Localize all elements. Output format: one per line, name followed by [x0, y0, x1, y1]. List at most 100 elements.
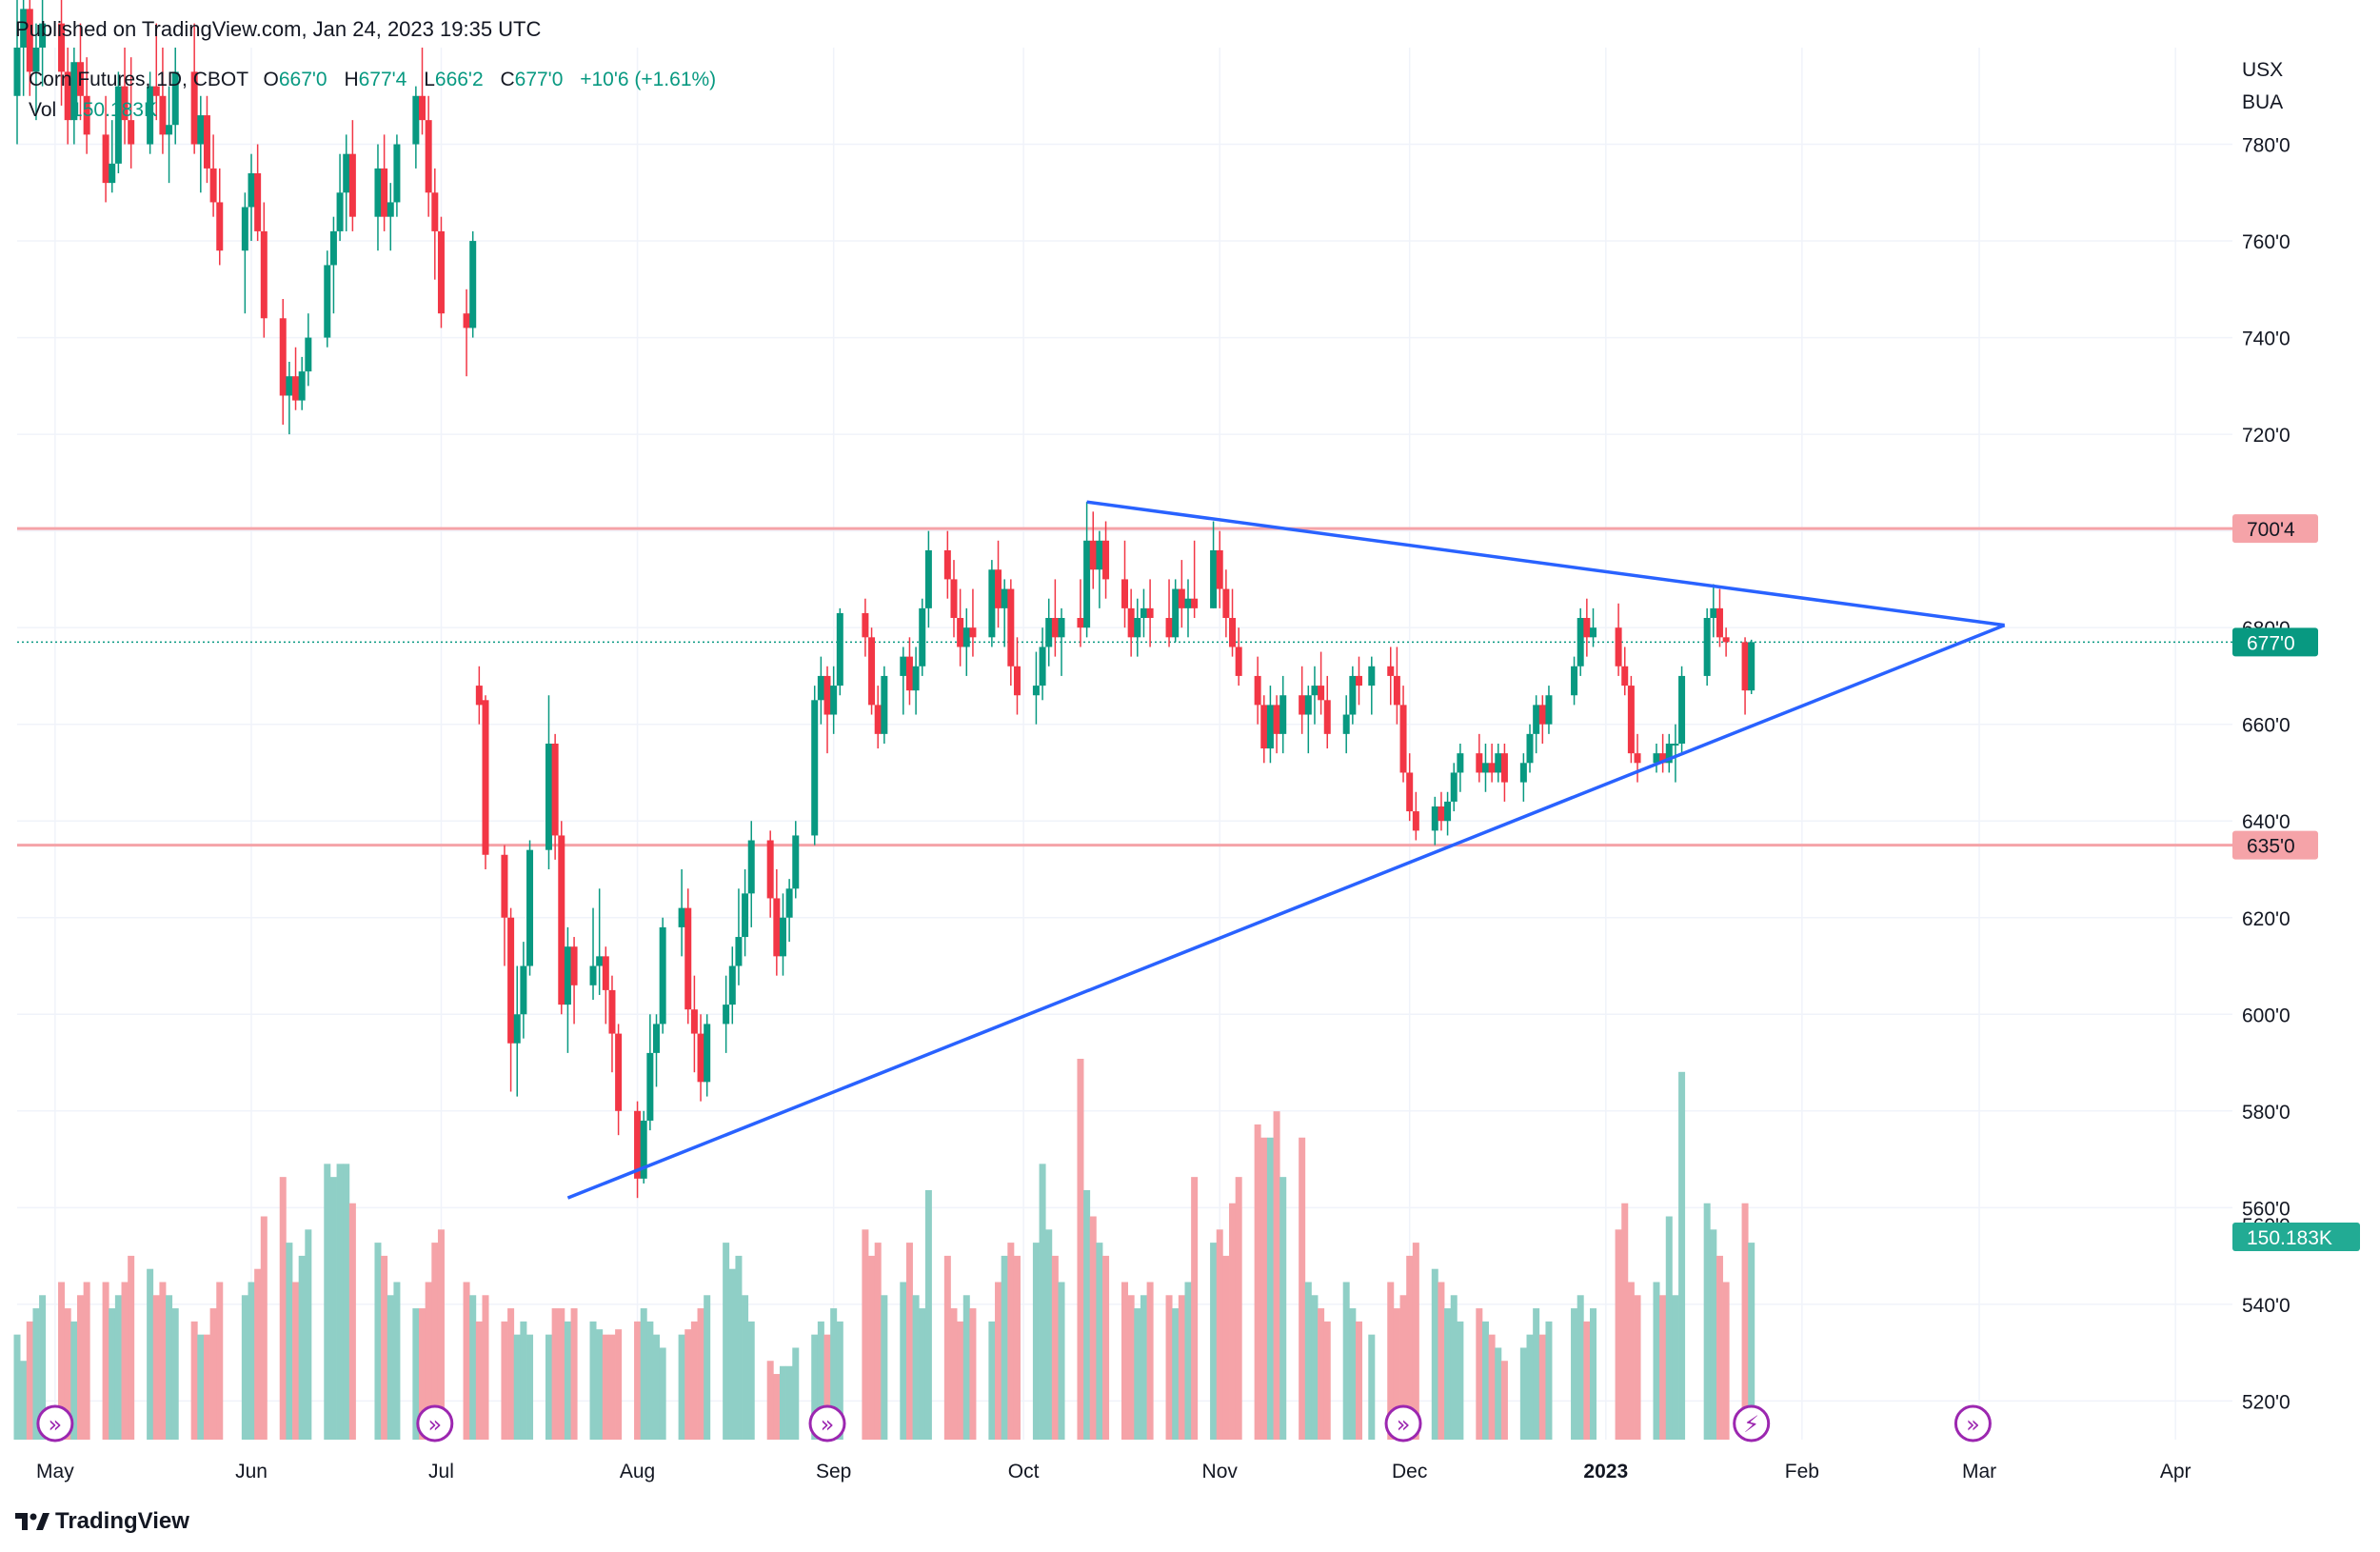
volume-bar [437, 1229, 445, 1440]
volume-bar [329, 1177, 337, 1440]
volume-bar [1500, 1361, 1508, 1440]
candle-body [1481, 763, 1489, 773]
dividend-marker-icon [1384, 1404, 1422, 1443]
candle-body [241, 207, 248, 251]
volume-bar [995, 1282, 1002, 1440]
earnings-marker-icon [1733, 1404, 1771, 1443]
candle-body [747, 840, 755, 894]
unit-label: BUA [2242, 91, 2283, 113]
candle-body [526, 849, 534, 966]
candle-body [1102, 540, 1110, 580]
candle-body [919, 607, 926, 667]
dividend-marker-icon [36, 1404, 74, 1443]
volume-bar [1178, 1295, 1185, 1440]
candle-body [305, 337, 312, 372]
candle-body [1216, 549, 1223, 589]
volume-bar [640, 1308, 647, 1440]
candle-body [520, 965, 527, 1015]
arrow-right-icon: » [1966, 1411, 1980, 1438]
volume-bar [1077, 1059, 1084, 1440]
candle-body [209, 168, 217, 203]
candle-body [1140, 607, 1147, 619]
volume-bar [114, 1295, 122, 1440]
tradingview-brand[interactable]: TradingView [15, 1508, 189, 1535]
volume-bar [513, 1334, 521, 1440]
volume-bar [1495, 1347, 1502, 1440]
x-tick-label: Nov [1202, 1461, 1239, 1482]
brand-name: TradingView [55, 1508, 189, 1534]
candle-body [1355, 675, 1362, 686]
candle-body [723, 1005, 730, 1025]
volume-bar [1710, 1229, 1717, 1440]
volume-bar [412, 1308, 420, 1440]
grid [17, 48, 2232, 1440]
candle-body [1254, 675, 1261, 706]
candle-body [950, 579, 958, 619]
volume-bar [1387, 1282, 1395, 1440]
volume-bar [742, 1295, 749, 1440]
volume-bar [659, 1347, 666, 1440]
candle-body [1279, 695, 1287, 734]
volume-bar [26, 1321, 33, 1440]
candle-body [216, 202, 224, 251]
volume-bar [279, 1177, 287, 1440]
candle-body [298, 371, 306, 401]
volume-bar [1538, 1334, 1546, 1440]
volume-bar [1266, 1137, 1274, 1440]
symbol-name[interactable]: Corn Futures, 1D, CBOT [29, 69, 248, 90]
volume-bar [905, 1243, 913, 1440]
volume-bar [1089, 1216, 1097, 1440]
volume-bar [1013, 1255, 1021, 1440]
candle-body [1627, 686, 1635, 754]
candle-body [900, 656, 907, 676]
candle-body [1431, 806, 1438, 831]
tradingview-logo-icon [15, 1513, 50, 1530]
volume-bar [988, 1321, 996, 1440]
volume-bar [102, 1282, 109, 1440]
candle-body [1191, 598, 1199, 608]
volume-bar [1001, 1255, 1008, 1440]
candle-body [1083, 540, 1091, 628]
candle-body [1716, 607, 1723, 638]
candle-body [634, 1110, 642, 1179]
candle-body [1165, 618, 1173, 638]
arrow-right-icon: » [49, 1411, 63, 1438]
volume-bar [260, 1216, 268, 1440]
candle-body [779, 917, 786, 957]
volume-bar [564, 1321, 571, 1440]
volume-bar [868, 1255, 876, 1440]
candle-body [653, 1024, 661, 1053]
candle-body [1438, 806, 1445, 822]
volume-bar [1399, 1295, 1407, 1440]
candle-body [425, 120, 432, 193]
volume-bar [1172, 1308, 1180, 1440]
volume-bar [589, 1321, 597, 1440]
triangle-trendlines [566, 500, 2006, 1200]
volume-bar [646, 1321, 654, 1440]
volume-bar [1583, 1321, 1591, 1440]
volume-label: Vol [29, 99, 57, 121]
volume-bar [1355, 1321, 1362, 1440]
candle-body [811, 700, 819, 836]
candle-body [1172, 588, 1180, 638]
candle-body [988, 569, 996, 638]
candle-body [1653, 753, 1660, 764]
volume-bar [862, 1229, 869, 1440]
volume-bar [1191, 1177, 1199, 1440]
candle-body [1412, 811, 1419, 831]
candle-body [1210, 549, 1218, 608]
volume-bar [766, 1361, 774, 1440]
candle-body [957, 618, 964, 647]
candle-body [678, 907, 685, 927]
volume-bar [1748, 1243, 1755, 1440]
candle-body [83, 95, 90, 135]
volume-bar [1545, 1321, 1553, 1440]
candle-body [1184, 598, 1192, 608]
open-value: 667'0 [278, 69, 327, 90]
candle-body [431, 192, 439, 231]
volume-bar [336, 1164, 344, 1440]
candle-body [564, 946, 571, 1005]
volume-value: 150.183K [71, 99, 157, 121]
volume-bar [39, 1295, 47, 1440]
